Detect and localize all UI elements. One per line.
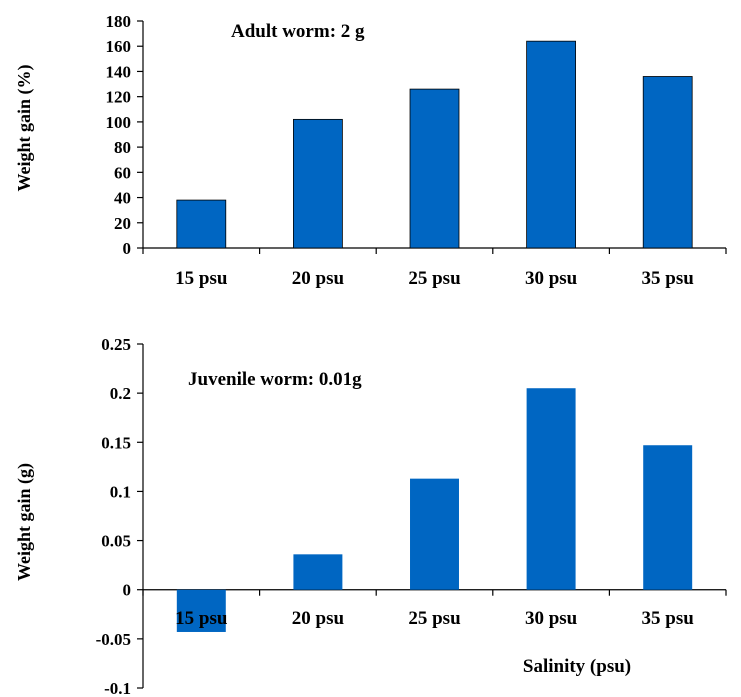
y-tick-label: 0.1 — [110, 482, 131, 501]
bar-30-psu — [526, 388, 576, 590]
y-tick-label: 0.2 — [110, 384, 131, 403]
y-axis-label: Weight gain (g) — [14, 463, 35, 581]
y-axis-label: Weight gain (%) — [14, 64, 35, 191]
x-tick-label: 35 psu — [642, 268, 695, 289]
y-tick-label: 180 — [106, 12, 132, 31]
x-tick-label: 20 psu — [292, 608, 345, 629]
y-tick-label: 0.05 — [101, 532, 131, 551]
bar-25-psu — [409, 88, 460, 249]
chart-annotation: Adult worm: 2 g — [231, 21, 365, 42]
bar-15-psu — [176, 589, 226, 632]
y-ticks: 0 20 40 60 80 100 120 140 160 180 — [106, 12, 143, 258]
x-tick-label: 15 psu — [175, 608, 228, 629]
x-tick-label: 35 psu — [642, 608, 695, 629]
x-tick-labels: 15 psu 20 psu 25 psu 30 psu 35 psu — [175, 608, 694, 629]
x-tick-label: 25 psu — [408, 608, 461, 629]
y-tick-label: 40 — [114, 189, 131, 208]
x-tick-labels: 15 psu 20 psu 25 psu 30 psu 35 psu — [175, 268, 694, 289]
bar-15-psu — [176, 199, 227, 249]
y-tick-label: 0.25 — [101, 335, 131, 354]
bar-20-psu — [293, 118, 343, 249]
bars — [176, 40, 693, 249]
x-tick-label: 25 psu — [408, 268, 461, 289]
bar-25-psu — [410, 478, 459, 590]
bar-35-psu — [642, 76, 693, 249]
y-tick-label: 20 — [114, 214, 131, 233]
y-tick-label: 60 — [114, 163, 131, 182]
y-tick-label: 140 — [106, 62, 132, 81]
y-tick-label: 120 — [106, 88, 132, 107]
y-tick-label: -0.05 — [96, 630, 131, 649]
y-tick-label: 80 — [114, 138, 131, 157]
adult-weight-gain-chart: Weight gain (%) Adult worm: 2 g 0 20 40 60 8… — [14, 12, 727, 289]
bar-30-psu — [526, 40, 576, 249]
bar-35-psu — [643, 445, 693, 590]
y-tick-label: 100 — [106, 113, 132, 132]
bar-20-psu — [293, 554, 343, 590]
x-tick-label: 15 psu — [175, 268, 228, 289]
y-ticks: -0.1 -0.05 0 0.05 0.1 0.15 0.2 0.25 — [96, 335, 143, 697]
chart-annotation: Juvenile worm: 0.01g — [188, 369, 362, 390]
x-tick-label: 30 psu — [525, 608, 578, 629]
bars — [176, 388, 693, 632]
y-tick-label: 0 — [123, 239, 132, 258]
y-tick-label: -0.1 — [104, 679, 131, 697]
x-axis-label: Salinity (psu) — [523, 656, 631, 677]
juvenile-weight-gain-chart: Weight gain (g) Juvenile worm: 0.01g Sal… — [14, 335, 727, 697]
y-tick-label: 0 — [123, 581, 132, 600]
x-tick-label: 30 psu — [525, 268, 578, 289]
x-tick-label: 20 psu — [292, 268, 345, 289]
y-tick-label: 0.15 — [101, 433, 131, 452]
y-tick-label: 160 — [106, 37, 132, 56]
